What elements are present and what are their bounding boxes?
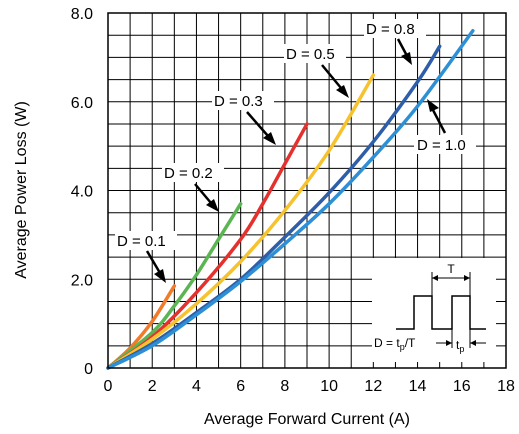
arrow-d01 [145, 250, 162, 274]
label-bg-d08 [364, 19, 426, 38]
label-bg-d02 [162, 163, 224, 182]
x-tick-label: 10 [320, 378, 338, 395]
period-label: T [447, 262, 455, 276]
label-d03: D = 0.3 [214, 93, 263, 110]
x-tick-label: 8 [280, 378, 289, 395]
arrowhead-d03 [263, 132, 276, 145]
label-d02: D = 0.2 [164, 165, 213, 182]
period-arrow-right [464, 275, 470, 281]
arrow-d05 [321, 64, 342, 89]
label-bg-d01 [115, 231, 177, 250]
x-axis-title: Average Forward Current (A) [204, 411, 410, 428]
arrowhead-d05 [336, 85, 349, 98]
series-line-5 [106, 44, 442, 370]
pulse-inset: T D = tp/T tp [372, 258, 496, 362]
label-bg-d10 [414, 135, 476, 154]
y-tick-label: 8.0 [71, 6, 93, 23]
label-d08: D = 0.8 [366, 21, 415, 38]
x-tick-label: 0 [104, 378, 113, 395]
label-d10: D = 1.0 [417, 137, 466, 154]
arrow-d03 [246, 111, 269, 137]
y-tick-label: 6.0 [71, 95, 93, 112]
series-lines [106, 29, 475, 370]
y-tick-label: 0 [84, 361, 93, 378]
y-axis-title: Average Power Loss (W) [13, 101, 30, 279]
x-tick-label: 18 [497, 378, 515, 395]
label-bg-d05 [284, 44, 346, 63]
pulse-arrow-left-head [446, 340, 452, 346]
x-tick-label: 16 [453, 378, 471, 395]
series-line-2 [106, 202, 243, 370]
label-bg-d03 [212, 91, 274, 110]
x-tick-label: 12 [364, 378, 382, 395]
plot-frame [107, 12, 507, 369]
tick-labels: 0 2 4 6 8 10 12 14 16 18 0 2.0 4.0 6.0 8.0 [71, 6, 515, 395]
label-d05: D = 0.5 [286, 46, 335, 63]
series-line-4 [106, 73, 376, 370]
arrow-d08 [396, 38, 408, 55]
x-tick-label: 4 [192, 378, 201, 395]
x-tick-label: 2 [148, 378, 157, 395]
pulse-width-label: tp [456, 338, 464, 354]
arrowhead-d02 [206, 199, 219, 212]
pointer-arrows [145, 38, 447, 283]
pulse-waveform [396, 295, 486, 330]
series-line-3 [106, 122, 309, 370]
series-line-6 [106, 29, 475, 370]
arrow-d02 [194, 183, 212, 204]
x-tick-label: 6 [236, 378, 245, 395]
label-d01: D = 0.1 [117, 233, 166, 250]
y-tick-label: 2.0 [71, 272, 93, 289]
arrowhead-d10 [427, 99, 439, 112]
arrowhead-d08 [401, 52, 412, 65]
x-tick-label: 14 [409, 378, 427, 395]
arrowhead-d01 [154, 269, 166, 283]
duty-formula: D = tp/T [374, 336, 416, 352]
arrow-d10 [431, 109, 447, 134]
period-arrow-left [432, 275, 438, 281]
y-tick-label: 4.0 [71, 184, 93, 201]
pulse-arrow-right-head [470, 340, 476, 346]
